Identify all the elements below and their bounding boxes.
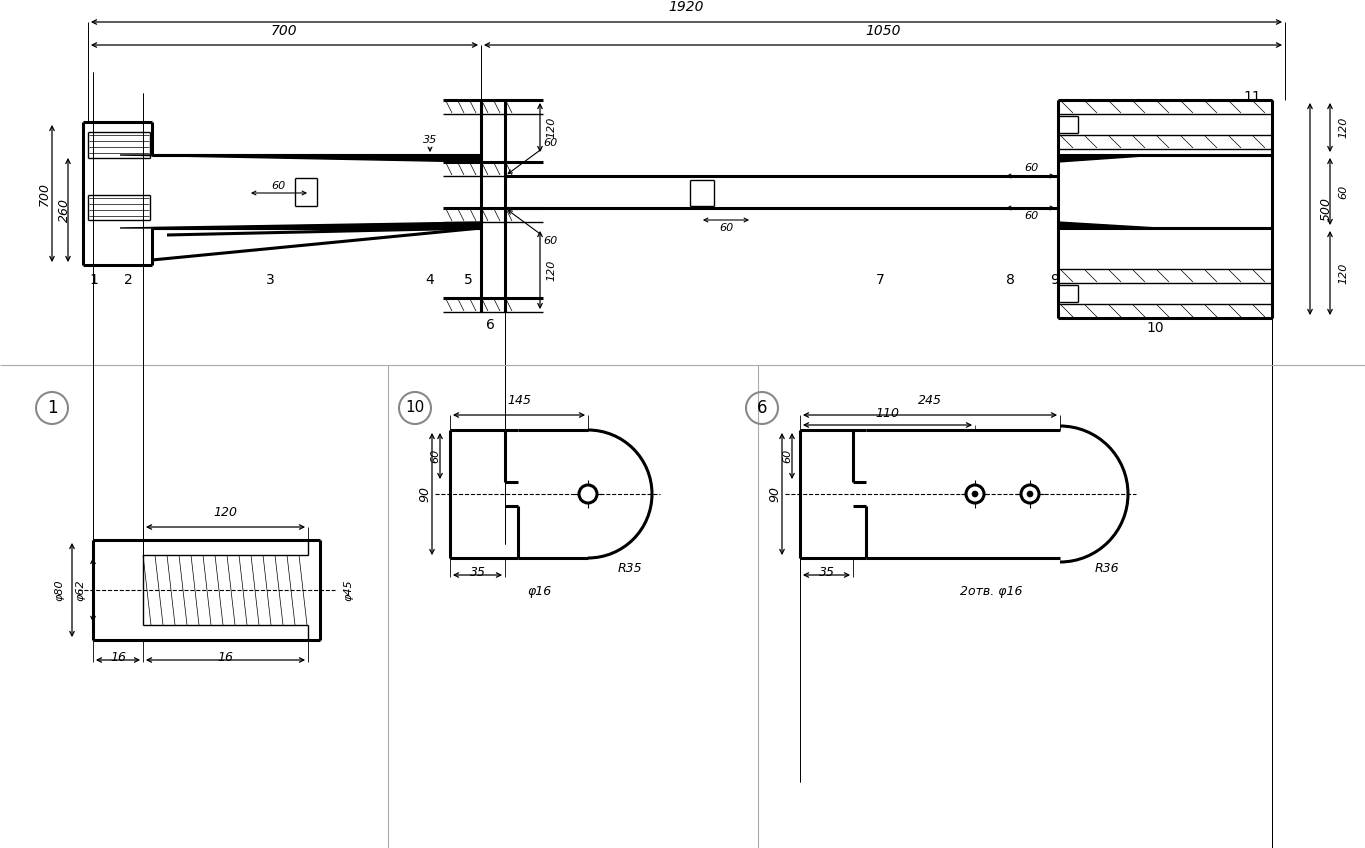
Text: 60: 60 xyxy=(1338,184,1349,198)
Text: 120: 120 xyxy=(546,117,556,138)
Text: 60: 60 xyxy=(270,181,285,191)
Text: R36: R36 xyxy=(1095,561,1119,574)
Circle shape xyxy=(579,485,597,503)
Text: 245: 245 xyxy=(919,394,942,407)
Text: 1: 1 xyxy=(46,399,57,417)
Text: 60: 60 xyxy=(1024,163,1039,173)
Text: 8: 8 xyxy=(1006,273,1014,287)
Text: 110: 110 xyxy=(875,407,900,420)
Text: φ16: φ16 xyxy=(528,585,551,599)
Text: 9: 9 xyxy=(1051,273,1059,287)
Circle shape xyxy=(1021,485,1039,503)
Text: 120: 120 xyxy=(1338,117,1349,138)
Text: 90: 90 xyxy=(768,486,781,502)
Circle shape xyxy=(1026,491,1033,497)
Polygon shape xyxy=(1058,155,1158,162)
Text: 60: 60 xyxy=(543,138,557,148)
Text: 10: 10 xyxy=(1147,321,1164,335)
Text: 120: 120 xyxy=(213,506,238,519)
Text: 6: 6 xyxy=(486,318,494,332)
Text: 1920: 1920 xyxy=(669,0,704,14)
Circle shape xyxy=(966,485,984,503)
Text: 6: 6 xyxy=(756,399,767,417)
Text: 5: 5 xyxy=(464,273,472,287)
Text: 60: 60 xyxy=(430,449,440,463)
Text: 90: 90 xyxy=(418,486,431,502)
Text: 16: 16 xyxy=(111,651,126,664)
Text: 120: 120 xyxy=(1338,262,1349,284)
Text: 145: 145 xyxy=(506,394,531,407)
Text: 2отв. φ16: 2отв. φ16 xyxy=(960,585,1022,599)
Text: 500: 500 xyxy=(1320,197,1334,221)
Text: 60: 60 xyxy=(543,236,557,246)
Polygon shape xyxy=(120,222,480,228)
Text: 1: 1 xyxy=(90,273,98,287)
Text: 7: 7 xyxy=(875,273,885,287)
Text: 260: 260 xyxy=(57,198,71,222)
Text: 35: 35 xyxy=(423,135,437,145)
Text: 10: 10 xyxy=(405,400,425,416)
Text: φ80: φ80 xyxy=(55,579,64,601)
Text: 700: 700 xyxy=(272,24,298,38)
Text: φ45: φ45 xyxy=(343,579,354,601)
Text: 1050: 1050 xyxy=(865,24,901,38)
Polygon shape xyxy=(120,155,480,162)
Text: R35: R35 xyxy=(618,561,643,574)
Text: 2: 2 xyxy=(124,273,132,287)
Text: 35: 35 xyxy=(470,566,486,579)
Circle shape xyxy=(972,491,977,497)
Text: 3: 3 xyxy=(266,273,274,287)
Text: 700: 700 xyxy=(38,181,51,205)
Text: 120: 120 xyxy=(546,259,556,281)
Text: 60: 60 xyxy=(1024,211,1039,221)
Polygon shape xyxy=(1058,222,1158,228)
Text: 16: 16 xyxy=(217,651,233,664)
Text: 35: 35 xyxy=(819,566,834,579)
Text: 4: 4 xyxy=(426,273,434,287)
Text: 60: 60 xyxy=(782,449,792,463)
Text: φ62: φ62 xyxy=(75,579,85,601)
Text: 60: 60 xyxy=(719,223,733,233)
Text: 11: 11 xyxy=(1244,90,1261,104)
